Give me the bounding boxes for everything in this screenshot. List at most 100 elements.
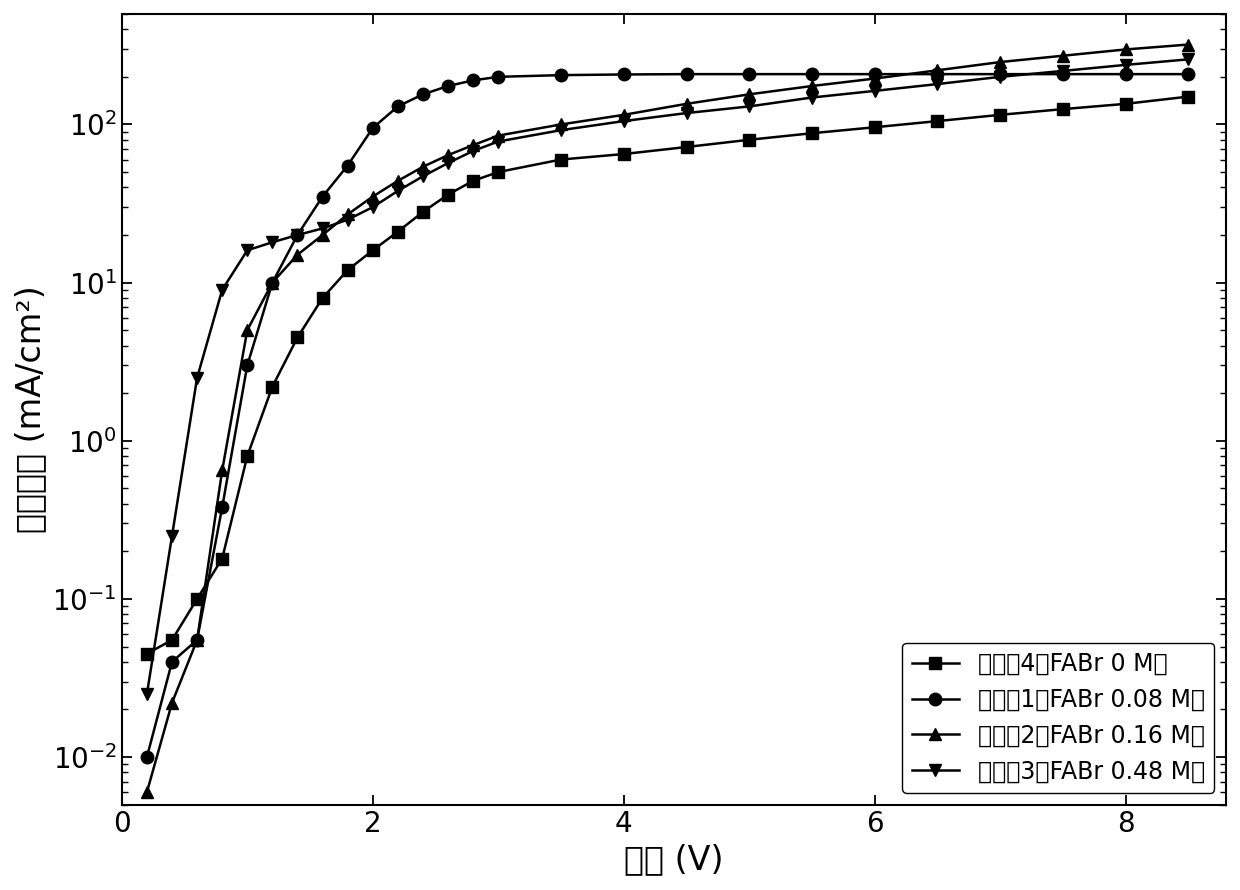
实施奒4（FABr 0 M） bbox=[440, 190, 455, 200]
实施奒4（FABr 0 M） bbox=[1055, 104, 1070, 115]
实施奒1（FABr 0.08 M） bbox=[190, 635, 205, 645]
实施奒4（FABr 0 M） bbox=[265, 381, 280, 392]
Y-axis label: 电流密度 (mA/cm²): 电流密度 (mA/cm²) bbox=[14, 286, 47, 533]
实施奒2（FABr 0.16 M） bbox=[366, 191, 381, 202]
实施奒2（FABr 0.16 M） bbox=[190, 635, 205, 645]
Line: 实施奒4（FABr 0 M）: 实施奒4（FABr 0 M） bbox=[140, 91, 1194, 660]
实施奒4（FABr 0 M） bbox=[215, 554, 229, 564]
Line: 实施奒2（FABr 0.16 M）: 实施奒2（FABr 0.16 M） bbox=[140, 38, 1194, 798]
实施奒4（FABr 0 M） bbox=[290, 332, 305, 343]
实施奒1（FABr 0.08 M） bbox=[805, 69, 820, 79]
实施奒4（FABr 0 M） bbox=[553, 154, 568, 165]
实施奒3（FABr 0.48 M） bbox=[215, 285, 229, 295]
实施奒2（FABr 0.16 M） bbox=[391, 175, 405, 186]
实施奒1（FABr 0.08 M） bbox=[265, 278, 280, 288]
实施奒1（FABr 0.08 M） bbox=[993, 69, 1008, 79]
实施奒1（FABr 0.08 M） bbox=[867, 69, 882, 79]
实施奒4（FABr 0 M） bbox=[805, 128, 820, 139]
Legend: 实施奒4（FABr 0 M）, 实施奒1（FABr 0.08 M）, 实施奒2（FABr 0.16 M）, 实施奒3（FABr 0.48 M）: 实施奒4（FABr 0 M）, 实施奒1（FABr 0.08 M）, 实施奒2（… bbox=[903, 643, 1214, 793]
实施奒4（FABr 0 M） bbox=[491, 166, 506, 177]
实施奒4（FABr 0 M） bbox=[139, 649, 154, 659]
实施奒3（FABr 0.48 M） bbox=[1118, 60, 1133, 70]
实施奒1（FABr 0.08 M） bbox=[1180, 69, 1195, 79]
实施奒2（FABr 0.16 M） bbox=[239, 325, 254, 336]
实施奒2（FABr 0.16 M） bbox=[466, 140, 481, 150]
实施奒1（FABr 0.08 M） bbox=[366, 123, 381, 134]
实施奒3（FABr 0.48 M） bbox=[366, 202, 381, 213]
实施奒3（FABr 0.48 M） bbox=[139, 689, 154, 700]
实施奒1（FABr 0.08 M） bbox=[680, 69, 694, 79]
实施奒4（FABr 0 M） bbox=[930, 116, 945, 126]
实施奒2（FABr 0.16 M） bbox=[1055, 51, 1070, 61]
X-axis label: 电压 (V): 电压 (V) bbox=[624, 843, 724, 876]
实施奒3（FABr 0.48 M） bbox=[165, 530, 180, 541]
实施奒1（FABr 0.08 M） bbox=[315, 191, 330, 202]
实施奒3（FABr 0.48 M） bbox=[415, 171, 430, 182]
实施奒2（FABr 0.16 M） bbox=[290, 249, 305, 260]
实施奒2（FABr 0.16 M） bbox=[440, 150, 455, 160]
实施奒2（FABr 0.16 M） bbox=[993, 57, 1008, 68]
实施奒4（FABr 0 M） bbox=[366, 245, 381, 255]
实施奒2（FABr 0.16 M） bbox=[930, 65, 945, 76]
实施奒4（FABr 0 M） bbox=[165, 635, 180, 645]
实施奒3（FABr 0.48 M） bbox=[491, 136, 506, 147]
实施奒2（FABr 0.16 M） bbox=[1118, 44, 1133, 55]
实施奒1（FABr 0.08 M） bbox=[742, 69, 756, 79]
实施奒1（FABr 0.08 M） bbox=[215, 502, 229, 513]
实施奒2（FABr 0.16 M） bbox=[491, 130, 506, 141]
实施奒1（FABr 0.08 M） bbox=[415, 89, 430, 100]
实施奒3（FABr 0.48 M） bbox=[440, 158, 455, 168]
实施奒4（FABr 0 M） bbox=[315, 293, 330, 303]
实施奒1（FABr 0.08 M） bbox=[1055, 69, 1070, 79]
实施奒1（FABr 0.08 M） bbox=[930, 69, 945, 79]
实施奒3（FABr 0.48 M） bbox=[1055, 66, 1070, 77]
实施奒3（FABr 0.48 M） bbox=[867, 85, 882, 96]
实施奒2（FABr 0.16 M） bbox=[805, 81, 820, 92]
实施奒3（FABr 0.48 M） bbox=[265, 237, 280, 247]
实施奒4（FABr 0 M） bbox=[1118, 99, 1133, 109]
实施奒1（FABr 0.08 M） bbox=[466, 75, 481, 85]
实施奒3（FABr 0.48 M） bbox=[805, 93, 820, 103]
实施奒1（FABr 0.08 M） bbox=[553, 69, 568, 80]
实施奒4（FABr 0 M） bbox=[867, 122, 882, 133]
实施奒4（FABr 0 M） bbox=[466, 175, 481, 186]
实施奒3（FABr 0.48 M） bbox=[239, 245, 254, 255]
实施奒3（FABr 0.48 M） bbox=[190, 373, 205, 384]
实施奒1（FABr 0.08 M） bbox=[491, 71, 506, 82]
实施奒2（FABr 0.16 M） bbox=[867, 73, 882, 84]
实施奒3（FABr 0.48 M） bbox=[1180, 54, 1195, 65]
实施奒4（FABr 0 M） bbox=[415, 206, 430, 217]
Line: 实施奒1（FABr 0.08 M）: 实施奒1（FABr 0.08 M） bbox=[140, 68, 1194, 764]
实施奒3（FABr 0.48 M） bbox=[391, 185, 405, 196]
实施奒3（FABr 0.48 M） bbox=[340, 214, 355, 225]
实施奒4（FABr 0 M） bbox=[391, 226, 405, 237]
实施奒3（FABr 0.48 M） bbox=[553, 125, 568, 135]
实施奒3（FABr 0.48 M） bbox=[930, 78, 945, 89]
实施奒2（FABr 0.16 M） bbox=[265, 278, 280, 288]
实施奒4（FABr 0 M） bbox=[742, 134, 756, 145]
实施奒4（FABr 0 M） bbox=[1180, 92, 1195, 102]
Line: 实施奒3（FABr 0.48 M）: 实施奒3（FABr 0.48 M） bbox=[140, 53, 1194, 700]
实施奒3（FABr 0.48 M） bbox=[993, 71, 1008, 82]
实施奒2（FABr 0.16 M） bbox=[315, 230, 330, 240]
实施奒2（FABr 0.16 M） bbox=[340, 209, 355, 220]
实施奒4（FABr 0 M） bbox=[190, 594, 205, 604]
实施奒4（FABr 0 M） bbox=[239, 450, 254, 461]
实施奒2（FABr 0.16 M） bbox=[165, 698, 180, 708]
实施奒3（FABr 0.48 M） bbox=[680, 108, 694, 118]
实施奒1（FABr 0.08 M） bbox=[290, 230, 305, 240]
实施奒2（FABr 0.16 M） bbox=[616, 109, 631, 120]
实施奒2（FABr 0.16 M） bbox=[139, 787, 154, 797]
实施奒1（FABr 0.08 M） bbox=[139, 752, 154, 763]
实施奒1（FABr 0.08 M） bbox=[391, 101, 405, 112]
实施奒4（FABr 0 M） bbox=[993, 109, 1008, 120]
实施奒2（FABr 0.16 M） bbox=[742, 89, 756, 100]
实施奒3（FABr 0.48 M） bbox=[466, 146, 481, 157]
实施奒3（FABr 0.48 M） bbox=[616, 116, 631, 126]
实施奒2（FABr 0.16 M） bbox=[680, 99, 694, 109]
实施奒3（FABr 0.48 M） bbox=[290, 230, 305, 240]
实施奒4（FABr 0 M） bbox=[616, 149, 631, 159]
实施奒3（FABr 0.48 M） bbox=[742, 101, 756, 112]
实施奒4（FABr 0 M） bbox=[340, 264, 355, 275]
实施奒2（FABr 0.16 M） bbox=[215, 465, 229, 475]
